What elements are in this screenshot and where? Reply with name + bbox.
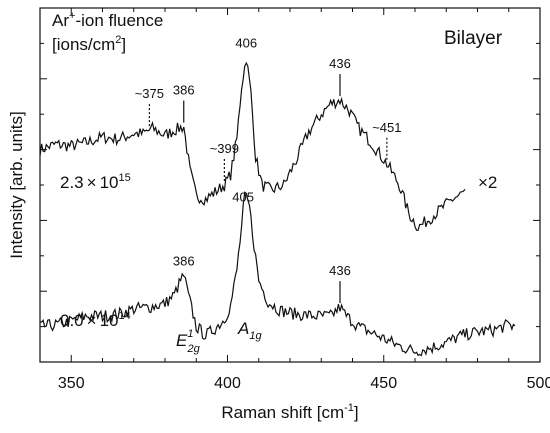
- mode-e-sub: 2g: [186, 343, 200, 355]
- fluence-high-base: 10: [100, 173, 119, 192]
- x-tick-label: 350: [58, 375, 85, 392]
- mode-a-main: A: [237, 319, 249, 338]
- legend-title-ar-sup: +: [69, 10, 75, 22]
- mode-label-e2g: E1 2g: [176, 328, 201, 355]
- annotation-label: ~451: [372, 120, 401, 135]
- legend-title-line1: Ar+-ion fluence: [52, 10, 163, 30]
- legend-units-end: ]: [121, 35, 126, 54]
- sample-label: Bilayer: [444, 28, 503, 49]
- spectrum-line-high-fluence: [39, 61, 466, 231]
- x-axis-title-main: Raman shift [cm: [221, 403, 344, 422]
- x-tick-labels: 350 400 450 500: [58, 375, 550, 392]
- fluence-pristine-mantissa: 0.0: [60, 311, 84, 330]
- x-tick-label: 450: [370, 375, 397, 392]
- fluence-label-pristine: 0.0 × 1014: [60, 310, 131, 330]
- annotation-label: 436: [329, 263, 351, 278]
- mode-e-sup: 1: [187, 328, 193, 340]
- legend-title-fluence: -ion fluence: [75, 11, 163, 30]
- legend-title-line2: [ions/cm2]: [52, 34, 126, 54]
- multiplier-label: ×2: [478, 173, 497, 192]
- annotation-label: 436: [329, 56, 351, 71]
- fluence-pristine-base: 10: [100, 311, 119, 330]
- mode-a-sub: 1g: [249, 330, 262, 342]
- mode-e-main: E: [176, 331, 188, 350]
- legend-units: [ions/cm: [52, 35, 115, 54]
- spectrum-line-pristine: [39, 191, 516, 357]
- fluence-high-times: ×: [87, 173, 97, 192]
- annotation-label: 406: [235, 36, 257, 51]
- annotation-label: 405: [232, 190, 254, 205]
- annotation-label: ~375: [135, 86, 164, 101]
- fluence-label-high: 2.3 × 1015: [60, 172, 131, 192]
- legend-units-sup: 2: [115, 34, 121, 46]
- fluence-pristine-exp: 14: [119, 310, 131, 322]
- mode-label-a1g: A1g: [237, 319, 262, 342]
- x-axis-title-end: ]: [354, 403, 359, 422]
- annotation-label: 386: [173, 83, 195, 98]
- x-axis-title-sup: -1: [344, 402, 354, 414]
- peak-annotations: ~375 386 ~399 406 436 ~451 386 405 436: [135, 36, 402, 304]
- y-axis-title: Intensity [arb. units]: [7, 111, 26, 258]
- tick-marks: [39, 8, 541, 362]
- x-tick-label: 500: [527, 375, 550, 392]
- x-axis-title: Raman shift [cm-1]: [221, 402, 358, 422]
- fluence-high-exp: 15: [119, 172, 131, 184]
- fluence-pristine-times: ×: [87, 311, 97, 330]
- annotation-label: ~399: [210, 141, 239, 156]
- x-tick-label: 400: [214, 375, 241, 392]
- annotation-label: 386: [173, 253, 195, 268]
- fluence-high-mantissa: 2.3: [60, 173, 84, 192]
- legend-title-ar: Ar: [52, 11, 69, 30]
